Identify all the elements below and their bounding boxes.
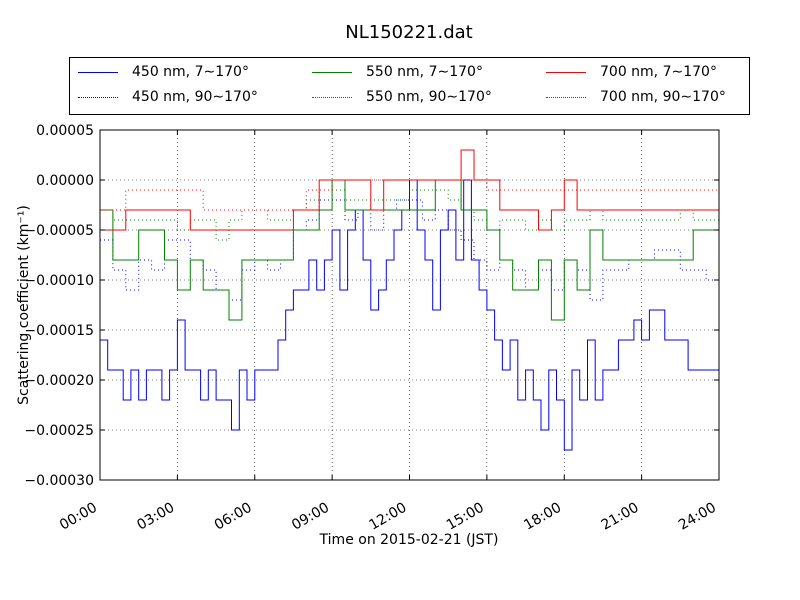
series-layer [100, 149, 719, 451]
legend-label: 550 nm, 90∼170° [366, 89, 492, 105]
x-tick-label: 06:00 [212, 500, 255, 534]
y-tick-label: −0.00030 [24, 473, 94, 489]
legend-swatch [78, 96, 118, 98]
series-line-5 [100, 179, 719, 211]
x-tick-label: 24:00 [676, 500, 719, 534]
legend-item: 450 nm, 7∼170° [78, 62, 249, 82]
x-tick-label: 21:00 [599, 500, 642, 534]
y-tick-label: −0.00010 [24, 273, 94, 289]
legend-swatch [546, 96, 586, 98]
x-tick-label: 09:00 [289, 500, 332, 534]
legend: 450 nm, 7∼170° 550 nm, 7∼170° 700 nm, 7∼17… [69, 57, 750, 115]
legend-label: 700 nm, 90∼170° [600, 89, 726, 105]
y-tick-label: −0.00020 [24, 373, 94, 389]
legend-swatch [312, 71, 352, 73]
y-tick-label: 0.00005 [36, 123, 94, 139]
legend-swatch [78, 71, 118, 73]
legend-swatch [546, 71, 586, 73]
x-tick-label: 00:00 [57, 500, 100, 534]
legend-item: 550 nm, 90∼170° [312, 87, 492, 107]
legend-item: 450 nm, 90∼170° [78, 87, 258, 107]
x-tick-label: 03:00 [134, 500, 177, 534]
y-tick-label: 0.00000 [36, 173, 94, 189]
x-axis-label: Time on 2015-02-21 (JST) [319, 532, 499, 548]
legend-item: 550 nm, 7∼170° [312, 62, 483, 82]
y-tick-label: −0.00025 [24, 423, 94, 439]
series-line-1 [100, 199, 719, 301]
x-tick-label: 12:00 [367, 500, 410, 534]
legend-swatch [312, 96, 352, 98]
y-axis-label: Scattering coefficient (km⁻¹) [16, 205, 32, 405]
legend-label: 700 nm, 7∼170° [600, 64, 717, 80]
legend-item: 700 nm, 90∼170° [546, 87, 726, 107]
y-tick-label: −0.00015 [24, 323, 94, 339]
x-tick-label: 15:00 [444, 500, 487, 534]
chart-title: NL150221.dat [345, 22, 472, 43]
x-tick-label: 18:00 [521, 500, 564, 534]
y-tick-label: −0.00005 [24, 223, 94, 239]
legend-label: 550 nm, 7∼170° [366, 64, 483, 80]
legend-label: 450 nm, 90∼170° [132, 89, 258, 105]
legend-item: 700 nm, 7∼170° [546, 62, 717, 82]
series-line-4 [100, 149, 719, 231]
series-line-2 [100, 179, 719, 321]
legend-label: 450 nm, 7∼170° [132, 64, 249, 80]
